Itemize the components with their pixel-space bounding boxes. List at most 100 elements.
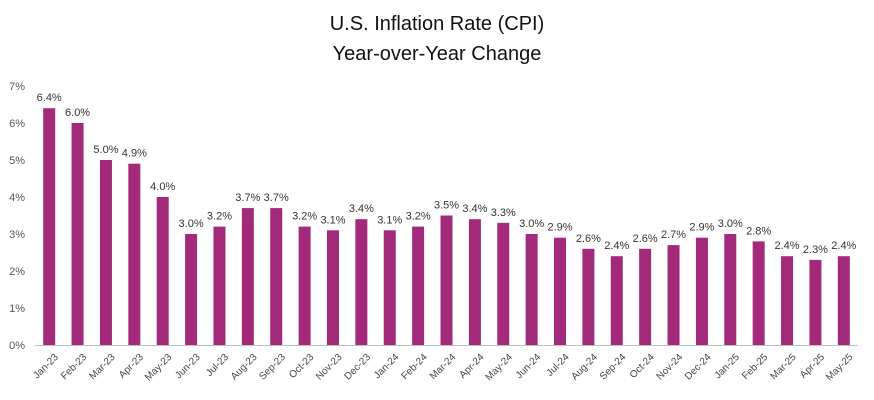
x-tick-label: Aug-23 — [229, 352, 260, 383]
bar — [213, 226, 226, 345]
bar — [412, 226, 425, 345]
y-axis: 0% 1% 2% 3% 4% 5% 6% 7% — [9, 81, 25, 352]
x-tick-label: Mar-23 — [87, 352, 117, 382]
y-tick-label: 0% — [9, 340, 25, 352]
data-label: 2.4% — [831, 240, 856, 252]
bar — [525, 234, 538, 345]
y-tick-label: 4% — [9, 192, 25, 204]
x-tick-label: Dec-24 — [683, 352, 714, 383]
y-tick-label: 3% — [9, 229, 25, 241]
bar — [809, 259, 822, 345]
x-tick-label: Dec-23 — [342, 352, 373, 383]
data-label: 2.3% — [803, 244, 828, 256]
x-tick-label: Apr-24 — [458, 352, 487, 381]
bar — [99, 160, 112, 345]
x-tick-label: Nov-24 — [655, 352, 686, 383]
x-tick-label: Mar-24 — [428, 352, 458, 382]
y-tick-label: 6% — [9, 118, 25, 130]
data-label: 3.2% — [406, 211, 431, 223]
x-tick-label: Apr-25 — [798, 352, 827, 381]
bar — [185, 234, 198, 345]
bar — [241, 208, 254, 345]
bar — [326, 230, 339, 345]
bar — [497, 222, 510, 345]
data-label: 3.3% — [491, 207, 516, 219]
chart-subtitle: Year-over-Year Change — [332, 43, 542, 65]
data-label: 2.6% — [633, 233, 658, 245]
data-label: 3.4% — [349, 203, 374, 215]
data-label: 3.5% — [434, 200, 459, 212]
data-label: 2.7% — [661, 229, 686, 241]
y-tick-label: 2% — [9, 266, 25, 278]
data-label: 3.7% — [235, 192, 260, 204]
x-tick-label: Oct-23 — [287, 352, 316, 381]
x-tick-label: Jun-24 — [514, 352, 544, 382]
bar — [554, 237, 567, 345]
data-label: 3.4% — [462, 203, 487, 215]
x-tick-label: Nov-23 — [314, 352, 345, 383]
data-label: 2.4% — [775, 240, 800, 252]
x-tick-label: May-24 — [484, 352, 516, 384]
x-tick-label: Sep-23 — [257, 352, 288, 383]
bar — [298, 226, 311, 345]
data-label: 6.4% — [37, 92, 62, 104]
data-label: 3.1% — [377, 214, 402, 226]
chart-title: U.S. Inflation Rate (CPI) — [329, 13, 545, 35]
data-label: 2.9% — [689, 222, 714, 234]
x-tick-label: Oct-24 — [628, 352, 657, 381]
bar — [355, 219, 368, 345]
x-tick-label: Jan-24 — [372, 352, 402, 382]
bar — [582, 248, 595, 345]
data-label: 3.7% — [264, 192, 289, 204]
bar — [440, 215, 453, 345]
data-label: 2.9% — [547, 222, 572, 234]
x-tick-label: Feb-25 — [740, 352, 770, 382]
x-tick-label: Feb-24 — [400, 352, 430, 382]
bar — [667, 245, 680, 345]
x-tick-label: Sep-24 — [598, 352, 629, 383]
bar — [383, 230, 396, 345]
y-tick-label: 5% — [9, 155, 25, 167]
x-tick-label: Feb-23 — [59, 352, 89, 382]
x-tick-label: May-25 — [824, 352, 856, 384]
x-tick-label: Jan-23 — [31, 352, 61, 382]
bar — [752, 241, 765, 345]
data-label: 5.0% — [93, 144, 118, 156]
data-labels: 6.4%6.0%5.0% 4.9%4.0%3.0%3.2%3.7% 3.7%3.2%… — [37, 92, 857, 256]
x-tick-label: May-23 — [143, 352, 175, 384]
data-label: 2.6% — [576, 233, 601, 245]
data-label: 2.8% — [746, 225, 771, 237]
data-label: 3.0% — [519, 218, 544, 230]
x-tick-label: Jul-24 — [545, 352, 572, 379]
bar — [156, 197, 169, 345]
bar — [695, 237, 708, 345]
x-tick-label: Apr-23 — [117, 352, 146, 381]
data-label: 3.1% — [320, 214, 345, 226]
bar — [270, 208, 283, 345]
x-tick-label: Aug-24 — [569, 352, 600, 383]
bar — [837, 256, 850, 345]
bar — [781, 256, 794, 345]
bar — [639, 248, 652, 345]
data-label: 4.9% — [122, 148, 147, 160]
bar — [610, 256, 623, 345]
bar — [128, 163, 141, 345]
data-label: 3.0% — [179, 218, 204, 230]
bar — [43, 108, 56, 345]
bar-series — [43, 108, 850, 345]
x-tick-label: Jun-23 — [173, 352, 203, 382]
data-label: 3.2% — [292, 211, 317, 223]
y-tick-label: 7% — [9, 81, 25, 93]
data-label: 3.2% — [207, 211, 232, 223]
x-tick-label: Jul-23 — [204, 352, 231, 379]
y-tick-label: 1% — [9, 303, 25, 315]
bar — [724, 234, 737, 345]
data-label: 4.0% — [150, 181, 175, 193]
bar — [71, 123, 84, 345]
data-label: 3.0% — [718, 218, 743, 230]
data-label: 6.0% — [65, 107, 90, 119]
data-label: 2.4% — [604, 240, 629, 252]
